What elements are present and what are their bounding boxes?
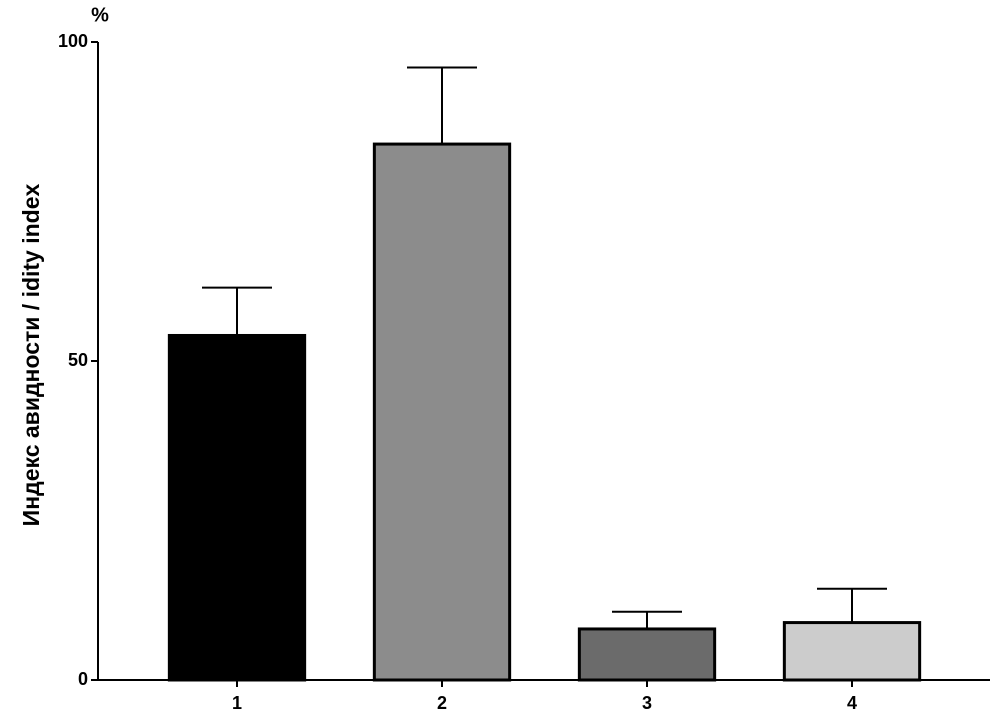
bar — [577, 627, 717, 682]
bar — [782, 621, 922, 682]
x-tick-label: 4 — [847, 693, 857, 713]
y-unit: % — [91, 4, 109, 26]
x-tick-label: 1 — [232, 693, 242, 713]
y-tick-label: 50 — [68, 350, 88, 370]
bar — [167, 333, 307, 682]
bar — [372, 142, 512, 682]
x-tick-label: 2 — [437, 693, 447, 713]
y-axis-label: Индекс авидности / idity index — [18, 183, 44, 526]
x-tick-label: 3 — [642, 693, 652, 713]
y-tick-label: 0 — [78, 669, 88, 689]
y-tick-label: 100 — [58, 31, 88, 51]
